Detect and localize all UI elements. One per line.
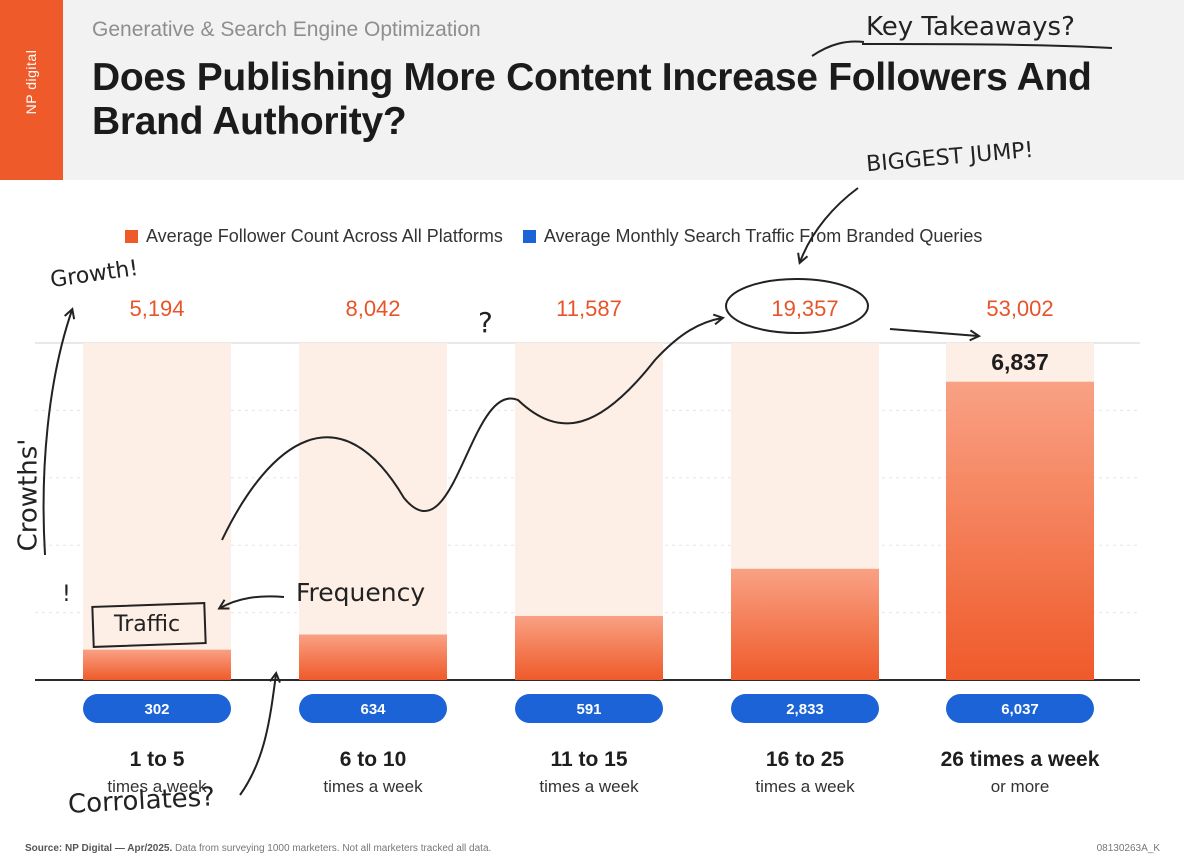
labels-layer: 5,194 302 1 to 5 times a week 8,042 634 6 to 1…: [83, 296, 1100, 796]
bar-4: [731, 568, 879, 680]
category-sublabel-3: times a week: [539, 777, 639, 796]
follower-value-label-4: 19,357: [771, 296, 838, 321]
traffic-pill-5: [946, 694, 1094, 723]
arrow-growth-axis: [42, 310, 72, 556]
category-label-3: 11 to 15: [550, 748, 627, 771]
follower-value-label-5: 53,002: [986, 296, 1053, 321]
bar-3: [515, 615, 663, 680]
category-label-1: 1 to 5: [130, 748, 185, 771]
annotation-question-mark: ?: [478, 306, 493, 339]
arrow-biggest-jump: [800, 187, 859, 262]
traffic-box: [91, 602, 207, 648]
annotation-underline-key-takeaways: [811, 40, 865, 57]
legend-label-followers: Average Follower Count Across All Platfo…: [146, 226, 503, 246]
brand-logo-bar: NP digital: [0, 0, 63, 180]
arrow-correlates: [239, 674, 276, 796]
legend-swatch-traffic: [522, 230, 536, 243]
category-label-5: 26 times a week: [941, 748, 1100, 771]
page-subtitle: Generative & Search Engine Optimization: [92, 18, 481, 41]
footer-code: 08130263A_K: [1096, 843, 1160, 854]
bars-layer: [83, 343, 1094, 680]
traffic-value-label-1: 302: [144, 701, 169, 718]
follower-value-label-3: 11,587: [556, 296, 622, 321]
traffic-value-label-5: 6,037: [1001, 701, 1039, 718]
traffic-pill-4: [731, 694, 879, 723]
legend-item-traffic: Average Monthly Search Traffic From Bran…: [522, 226, 983, 247]
bar-track-1: [83, 343, 231, 680]
arrow-frequency-to-traffic: [220, 595, 285, 608]
category-sublabel-2: times a week: [323, 777, 423, 796]
category-label-2: 6 to 10: [340, 748, 407, 771]
annotation-drawings: [42, 40, 1113, 796]
circle-biggest-value: [725, 278, 869, 334]
header: NP digital Generative & Search Engine Op…: [0, 0, 1184, 180]
annotation-underline-key-takeaways-2: [861, 43, 1113, 49]
category-label-4: 16 to 25: [766, 748, 845, 771]
traffic-pill-1: [83, 694, 231, 723]
arrow-growth-line: [221, 318, 722, 541]
footer-source: Source: NP Digital — Apr/2025. Data from…: [25, 843, 491, 854]
chart-legend: Average Follower Count Across All Platfo…: [125, 226, 982, 247]
legend-item-followers: Average Follower Count Across All Platfo…: [125, 226, 503, 247]
extra-value-label: 6,837: [991, 349, 1049, 375]
footer-source-text: Data from surveying 1000 marketers. Not …: [175, 843, 492, 854]
category-sublabel-1: times a week: [107, 777, 207, 796]
arrow-to-53002: [889, 328, 978, 336]
annotation-frequency: Frequency: [296, 578, 426, 607]
traffic-value-label-2: 634: [360, 701, 386, 718]
annotation-key-takeaways: Key Takeaways?: [866, 12, 1075, 42]
follower-value-label-1: 5,194: [129, 296, 184, 321]
follower-value-label-2: 8,042: [345, 296, 400, 321]
page-title: Does Publishing More Content Increase Fo…: [92, 56, 1092, 143]
bar-1: [83, 649, 231, 680]
annotation-exclaim: !: [62, 582, 71, 607]
bar-5: [946, 381, 1094, 680]
traffic-pill-2: [299, 694, 447, 723]
annotation-traffic: Traffic: [114, 612, 181, 637]
bar-2: [299, 634, 447, 680]
traffic-value-label-3: 591: [576, 701, 601, 718]
traffic-value-label-4: 2,833: [786, 701, 824, 718]
traffic-pill-3: [515, 694, 663, 723]
footer-source-label: Source: NP Digital — Apr/2025.: [25, 843, 173, 854]
legend-label-traffic: Average Monthly Search Traffic From Bran…: [543, 226, 983, 246]
annotation-growths-axis: Crowths': [13, 438, 44, 552]
category-sublabel-4: times a week: [755, 777, 855, 796]
legend-swatch-followers: [125, 230, 138, 243]
category-sublabel-5: or more: [991, 777, 1050, 796]
